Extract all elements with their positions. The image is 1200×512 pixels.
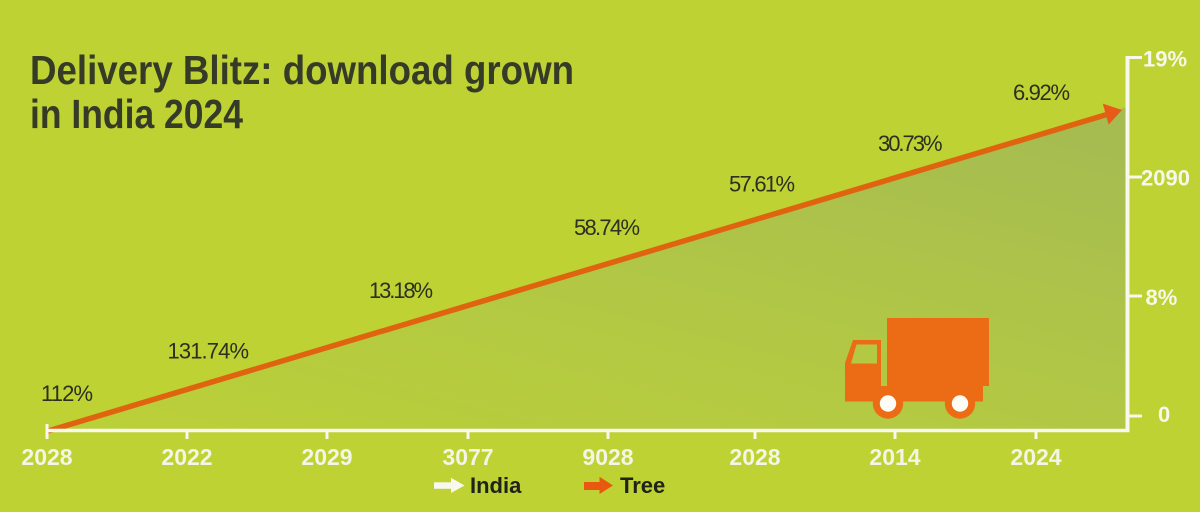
svg-text:3077: 3077 [442,444,493,470]
svg-text:2028: 2028 [21,444,72,470]
svg-text:in India 2024: in India 2024 [30,91,243,137]
svg-text:2028: 2028 [729,444,780,470]
svg-text:2024: 2024 [1010,444,1061,470]
svg-text:6.92%: 6.92% [1013,80,1070,105]
svg-text:9028: 9028 [582,444,633,470]
svg-text:13.18%: 13.18% [369,278,433,303]
svg-text:2014: 2014 [869,444,920,470]
svg-text:58.74%: 58.74% [574,215,640,240]
svg-text:2090: 2090 [1141,166,1190,191]
svg-text:India: India [470,473,522,498]
svg-text:57.61%: 57.61% [729,172,795,197]
svg-text:2029: 2029 [301,444,352,470]
svg-text:0: 0 [1158,402,1170,427]
svg-text:19%: 19% [1143,47,1187,72]
svg-text:8%: 8% [1146,285,1178,310]
svg-text:112%: 112% [41,381,93,406]
svg-text:2022: 2022 [161,444,212,470]
svg-text:30.73%: 30.73% [878,131,943,156]
svg-text:Tree: Tree [620,473,665,498]
svg-text:131.74%: 131.74% [168,339,250,364]
svg-text:Delivery Blitz: download grown: Delivery Blitz: download grown [30,47,574,93]
